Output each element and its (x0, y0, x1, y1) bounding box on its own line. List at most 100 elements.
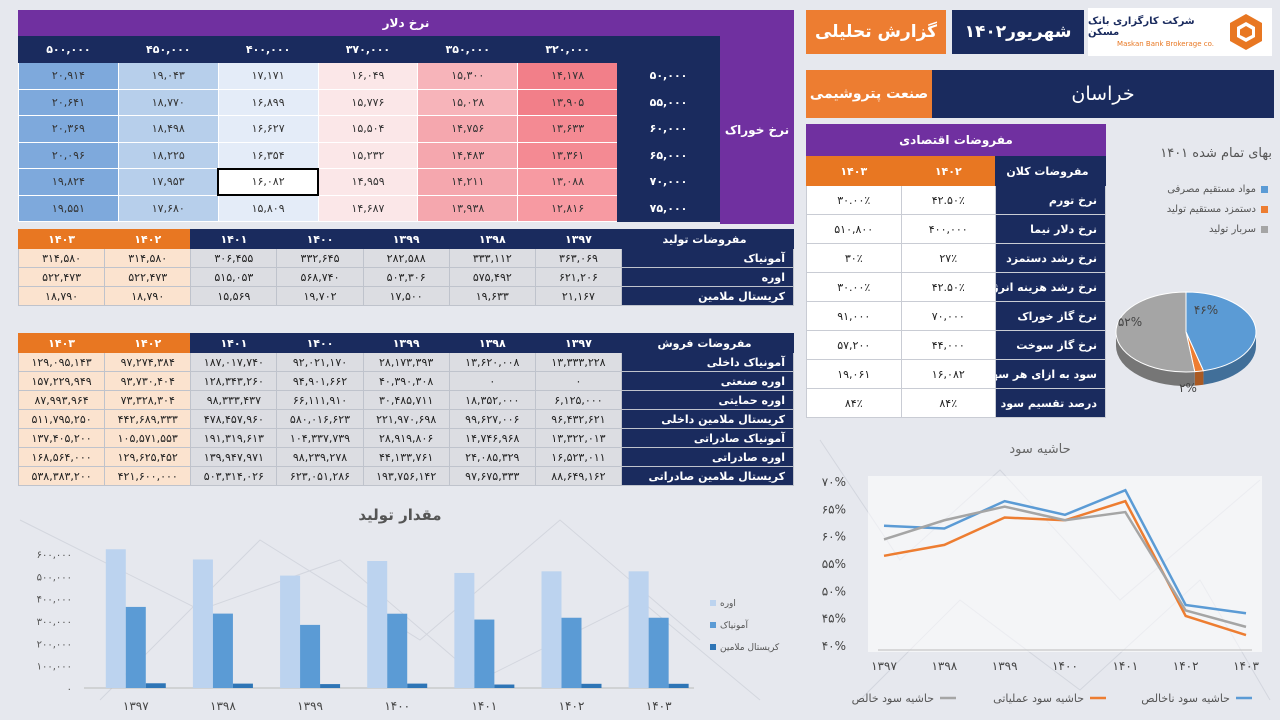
table-cell: ۶,۱۲۵,۰۰۰ (534, 390, 623, 410)
x-tick-label: ۱۳۹۷ (871, 659, 897, 673)
sensitivity-cell: ۱۵,۰۲۸ (417, 88, 519, 116)
sensitivity-cell: ۱۸,۷۷۰ (117, 88, 219, 116)
economic-title: مفروضات اقتصادی (806, 124, 1106, 156)
sensitivity-cell: ۱۸,۴۹۸ (117, 115, 219, 143)
table-cell: ۵۳۸,۳۸۳,۲۰۰ (17, 466, 106, 486)
sensitivity-corner (617, 36, 720, 63)
table-cell: ۳۶۳,۰۶۹ (534, 248, 623, 268)
y-tick-label: ۴۰۰,۰۰۰ (37, 595, 72, 606)
table-cell: ۵۷۵,۴۹۲ (448, 267, 536, 287)
feed-rate-cell: ۵۰,۰۰۰ (617, 62, 720, 90)
table-cell: ۵۲۲,۴۷۳ (17, 267, 106, 287)
legend-swatch (710, 600, 716, 606)
x-tick-label: ۱۳۹۹ (992, 659, 1018, 673)
row-label: اوره حمایتی (621, 390, 794, 410)
company-logo (1220, 8, 1272, 56)
table-cell: ۱۲۹,۶۲۵,۴۵۲ (104, 447, 192, 467)
bar (387, 613, 408, 688)
x-tick-label: ۱۴۰۳ (1233, 659, 1259, 673)
x-tick-label: ۱۴۰۲ (1173, 659, 1199, 673)
table-cell: ۱۳,۳۳۳,۲۲۸ (534, 352, 623, 372)
table-row: کریستال ملامین ۲۱,۱۶۷ ۱۹,۶۳۳ ۱۷,۵۰۰ ۱۹,۷۰۲ ۱۵… (17, 286, 794, 306)
sensitivity-col-header: ۴۵۰,۰۰۰ (117, 36, 219, 63)
sensitivity-cell: ۲۰,۶۴۱ (18, 88, 119, 116)
year-header: ۱۳۹۹ (362, 333, 450, 353)
year-header: ۱۳۹۷ (534, 333, 623, 353)
y-tick-label: ۵۰۰,۰۰۰ (37, 572, 72, 583)
sensitivity-cell: ۱۴,۱۷۸ (517, 62, 618, 90)
table-cell: ۲۸۲,۵۸۸ (362, 248, 450, 268)
sensitivity-cell: ۱۸,۲۲۵ (117, 141, 219, 169)
bar-chart-title: مقدار تولید (358, 506, 442, 524)
line-chart-title: حاشیه سود (1009, 442, 1071, 457)
value-cell: ۵۷,۲۰۰ (806, 330, 902, 360)
x-tick-label: ۱۴۰۳ (646, 699, 672, 713)
sensitivity-cell: ۱۴,۲۱۱ (417, 168, 519, 196)
bar (367, 560, 388, 688)
table-cell: ۱۸,۳۵۲,۰۰۰ (448, 390, 536, 410)
x-tick-label: ۱۴۰۰ (384, 699, 410, 713)
y-tick-label: ۷۰% (822, 475, 846, 489)
x-tick-label: ۱۳۹۹ (297, 699, 323, 713)
pie-legend: مواد مستقیم مصرفی دستمزد مستقیم تولید سر… (1118, 184, 1268, 235)
value-cell: ۱۶,۰۸۲ (900, 359, 996, 389)
y-tick-label: ۲۰۰,۰۰۰ (37, 639, 72, 650)
year-header: ۱۳۹۷ (534, 229, 623, 249)
table-cell: ۹۸,۳۳۳,۴۳۷ (190, 390, 278, 410)
sensitivity-col-header: ۳۲۰,۰۰۰ (517, 36, 618, 63)
sensitivity-cell: ۱۳,۳۶۱ (517, 141, 618, 169)
pie-data-label: ۴۶% (1194, 303, 1218, 317)
table-cell: ۰ (534, 371, 623, 391)
pie-legend-item: مواد مستقیم مصرفی (1118, 184, 1268, 195)
table-cell: ۱۷,۵۰۰ (362, 286, 450, 306)
row-label: درصد تقسیم سود (995, 388, 1106, 418)
sensitivity-cell: ۱۹,۰۴۳ (117, 62, 219, 90)
bar (105, 549, 126, 688)
row-label: اوره صادراتی (621, 447, 794, 467)
bar (668, 683, 689, 688)
y-tick-label: ۱۰۰,۰۰۰ (37, 662, 72, 673)
sensitivity-cell: ۱۳,۹۳۸ (417, 194, 519, 222)
sensitivity-cell: ۲۰,۹۱۴ (18, 62, 119, 90)
report-date: شهریور۱۴۰۲ (952, 10, 1084, 54)
legend-swatch (710, 622, 716, 628)
table-cell: ۶۲۳,۰۵۱,۲۸۶ (276, 466, 364, 486)
sensitivity-cell: ۱۳,۶۳۳ (517, 115, 618, 143)
bar (125, 606, 146, 688)
table-cell: ۵۶۸,۷۴۰ (276, 267, 364, 287)
row-label: نرخ تورم (995, 185, 1106, 215)
sensitivity-cell: ۱۹,۵۵۱ (18, 194, 119, 222)
table-cell: ۱۲۹,۰۹۵,۱۴۳ (17, 352, 106, 372)
row-label: نرخ رشد دستمزد (995, 243, 1106, 273)
row-label: کریستال ملامین (621, 286, 794, 306)
table-cell: ۹۹,۶۲۷,۰۰۶ (448, 409, 536, 429)
hexagon-logo-icon (1230, 14, 1262, 50)
table-row: کریستال ملامین صادراتی ۸۸,۶۴۹,۱۶۲ ۹۷,۶۷۵,۳… (17, 466, 794, 486)
year-header: ۱۴۰۲ (900, 156, 996, 186)
table-cell: ۵۰۳,۳۰۶ (362, 267, 450, 287)
pie-data-label: ۵۲% (1118, 315, 1142, 329)
sensitivity-row: ۷۵,۰۰۰ ۱۲,۸۱۶ ۱۳,۹۳۸ ۱۴,۶۸۷ ۱۵,۸۰۹ ۱۷,۶۸۰ ۱۹,۵… (18, 194, 720, 222)
table-cell: ۱۸,۷۹۰ (17, 286, 106, 306)
x-tick-label: ۱۳۹۷ (123, 699, 149, 713)
table-row: اوره صادراتی ۱۶,۵۲۳,۰۱۱ ۲۴,۰۸۵,۳۲۹ ۴۴,۱۳۳,۷… (17, 447, 794, 467)
legend-swatch (1261, 186, 1268, 193)
x-tick-label: ۱۴۰۲ (559, 699, 585, 713)
production-table: مفروضات تولید ۱۳۹۷ ۱۳۹۸ ۱۳۹۹ ۱۴۰۰ ۱۴۰۱ ۱۴۰۲ ۱۴۰… (17, 229, 794, 306)
pie-slice-side (1116, 332, 1195, 386)
table-cell: ۱۹۳,۷۵۶,۱۴۲ (362, 466, 450, 486)
table-cell: ۱۳۹,۹۴۷,۹۷۱ (190, 447, 278, 467)
pie-slice (1115, 291, 1196, 373)
bar-chart: ۰ ۱۰۰,۰۰۰ ۲۰۰,۰۰۰ ۳۰۰,۰۰۰ ۴۰۰,۰۰۰ ۵۰۰,۰۰۰ ۶۰۰,… (37, 549, 780, 713)
bar (232, 683, 253, 688)
bar (541, 571, 562, 688)
economic-row: نرخ رشد دستمزد ۲۷٪ ۳۰٪ (806, 243, 1106, 273)
y-tick-label: ۵۰% (822, 584, 846, 598)
sensitivity-cell: ۱۶,۰۴۹ (317, 62, 419, 90)
pie-slice-side (1203, 332, 1256, 385)
company-name-en: Maskan Bank Brokerage co. (1117, 40, 1214, 48)
table-cell: ۳۳۳,۱۱۲ (448, 248, 536, 268)
table-cell: ۱۰۵,۵۷۱,۵۵۳ (104, 428, 192, 448)
row-label: نرخ گاز سوخت (995, 330, 1106, 360)
